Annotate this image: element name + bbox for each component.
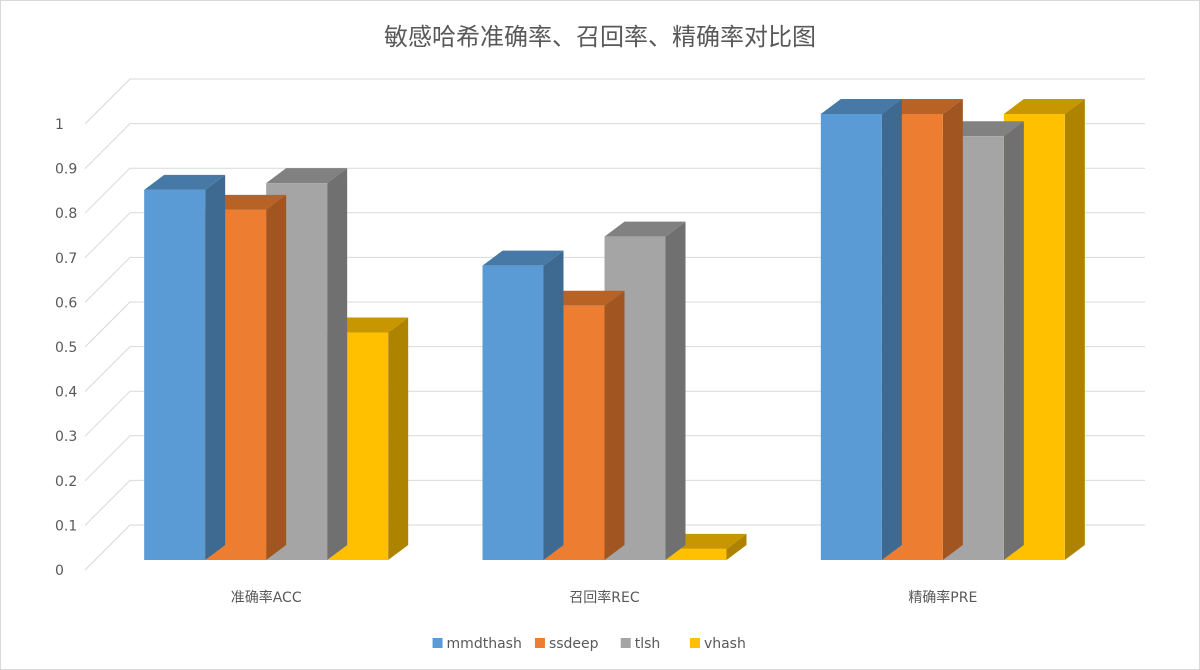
bar-front (482, 265, 544, 560)
bar-top (820, 99, 902, 114)
bar-top (942, 121, 1024, 137)
grid-line (84, 524, 1145, 571)
y-tick-label: 0.2 (55, 474, 77, 490)
y-tick-label: 0.5 (55, 340, 77, 356)
grid-line (84, 123, 1145, 169)
bar-side (327, 168, 348, 560)
y-tick-label: 0.3 (55, 429, 77, 445)
bar-side (266, 194, 287, 560)
bar-side (881, 99, 902, 560)
bar-top (482, 250, 564, 266)
bar-top (144, 174, 226, 190)
bar-top (604, 221, 686, 237)
legend-label: vhash (704, 636, 746, 652)
grid-line (84, 301, 1145, 348)
x-tick-label: 召回率REC (569, 589, 640, 606)
bar-top (205, 194, 287, 210)
grid-line (84, 479, 1145, 526)
y-tick-label: 0.8 (55, 206, 77, 222)
x-tick-label: 准确率ACC (231, 589, 302, 606)
y-tick-label: 1 (55, 117, 64, 133)
bar-top (266, 168, 348, 184)
bar-top (665, 533, 747, 549)
grid-line (84, 346, 1145, 392)
y-tick-label: 0.1 (55, 518, 77, 534)
bar (144, 174, 226, 560)
bar-top (543, 290, 625, 306)
grid-line (84, 78, 1145, 125)
bar-side (604, 290, 625, 560)
legend-swatch (689, 638, 700, 648)
y-tick-label: 0 (55, 563, 64, 579)
bar-side (942, 99, 963, 560)
bar-side (388, 317, 409, 560)
bar-top (881, 99, 963, 114)
bar-front (665, 548, 727, 560)
grid-line (84, 390, 1145, 437)
grid-line (84, 212, 1145, 259)
bar-top (327, 317, 409, 333)
y-tick-label: 0.6 (55, 295, 77, 311)
grid-line (84, 256, 1145, 303)
legend-swatch (432, 638, 443, 648)
legend-swatch (534, 638, 545, 648)
bar (482, 250, 564, 560)
y-tick-label: 0.9 (55, 162, 77, 178)
legend-swatch (620, 638, 631, 648)
chart-title: 敏感哈希准确率、召回率、精确率对比图 (384, 23, 816, 51)
bar-side (1064, 99, 1085, 560)
bar-side (726, 533, 747, 560)
bar-front (820, 114, 882, 560)
grid-line (84, 435, 1145, 482)
bar-front (144, 189, 206, 560)
bar-top (1003, 99, 1085, 114)
bar-side (205, 174, 226, 560)
bar-side (665, 221, 686, 560)
y-tick-label: 0.4 (55, 385, 77, 401)
bar (266, 168, 348, 560)
legend-label: tlsh (635, 636, 661, 652)
bar-side (1003, 121, 1024, 561)
legend-label: mmdthash (447, 636, 522, 652)
y-tick-label: 0.7 (55, 251, 77, 267)
legend-label: ssdeep (549, 636, 599, 652)
bar (665, 533, 747, 560)
bar-side (543, 250, 564, 560)
grid-line (84, 167, 1145, 214)
bar (820, 99, 902, 560)
x-tick-label: 精确率PRE (908, 589, 977, 606)
